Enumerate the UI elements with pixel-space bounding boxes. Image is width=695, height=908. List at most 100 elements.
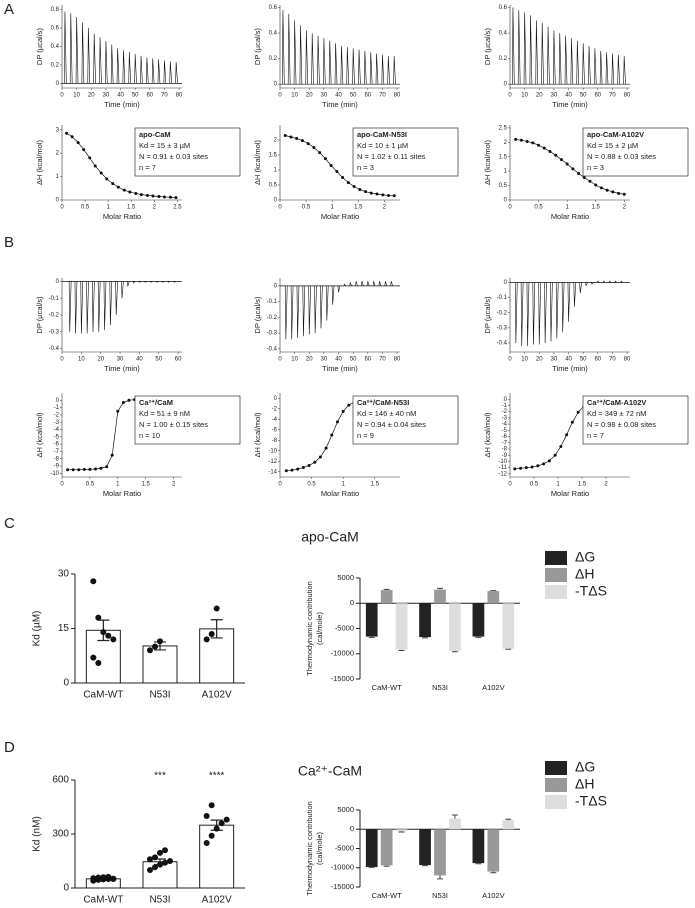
legend-text: n = 7 — [139, 163, 156, 172]
x-tick-label: 60 — [146, 93, 153, 99]
x-tick-label: 10 — [291, 93, 298, 99]
data-point — [295, 137, 299, 140]
x-tick-label: 70 — [379, 357, 386, 363]
data-point — [565, 162, 569, 166]
x-tick-label: 0 — [60, 357, 64, 363]
injection-peak — [520, 282, 524, 346]
bar — [487, 591, 500, 604]
data-point — [157, 638, 163, 645]
data-point — [82, 467, 86, 471]
y-tick-label: -5000 — [335, 623, 354, 632]
y-tick-label: -5 — [54, 434, 60, 440]
injection-peak — [311, 33, 314, 85]
injection-peak — [138, 281, 141, 283]
y-tick-label: -6 — [272, 427, 278, 433]
data-point — [157, 849, 163, 856]
bar — [449, 818, 461, 830]
x-tick-label: 1 — [341, 482, 345, 488]
y-tick-label: -0.2 — [49, 313, 60, 319]
injection-peak — [535, 20, 539, 85]
injection-peak — [358, 49, 361, 85]
data-point — [599, 186, 603, 190]
injection-peak — [157, 59, 161, 84]
injection-peak — [290, 285, 294, 340]
data-point — [203, 840, 210, 846]
y-tick-label: 0 — [504, 280, 508, 286]
data-point — [105, 465, 109, 469]
injection-peak — [69, 13, 73, 84]
y-tick-label: -0.1 — [267, 299, 278, 305]
error-bar — [383, 865, 390, 867]
panel-label: D — [4, 739, 15, 756]
data-point — [364, 190, 368, 194]
injection-peak — [550, 282, 553, 342]
panel-label: C — [4, 515, 15, 532]
data-point — [66, 468, 70, 472]
data-point — [375, 192, 379, 196]
injection-peak — [352, 48, 355, 85]
data-point — [134, 191, 138, 195]
data-point — [218, 820, 225, 827]
data-point — [147, 856, 153, 863]
y-axis-label: DP (µcal/s) — [253, 296, 262, 334]
injection-peak — [334, 43, 338, 85]
x-tick-label: 10 — [291, 357, 298, 363]
legend-text: Ca²⁺/CaM — [139, 398, 173, 407]
error-bar — [422, 637, 429, 639]
x-tick-label: A102V — [202, 690, 232, 701]
error-bar — [398, 649, 405, 651]
data-point — [313, 460, 317, 464]
injection-peak — [372, 281, 376, 286]
y-tick-label: 1 — [56, 174, 60, 180]
x-tick-label: 0 — [60, 205, 64, 211]
x-tick-label: 1 — [331, 205, 335, 211]
legend-box — [352, 395, 459, 445]
x-tick-label: 60 — [594, 357, 601, 363]
y-tick-label: -9 — [502, 453, 508, 459]
bar — [502, 820, 515, 830]
data-point — [82, 148, 86, 152]
injection-peak — [110, 44, 114, 84]
injection-peak — [378, 281, 382, 286]
error-bar — [505, 648, 512, 650]
data-point — [290, 468, 294, 472]
injection-peak — [116, 48, 120, 84]
x-tick-label: 50 — [350, 93, 357, 99]
y-tick-label: 0 — [274, 198, 278, 204]
data-point — [105, 632, 112, 639]
data-point — [162, 195, 166, 199]
x-tick-label: 2 — [623, 205, 627, 211]
legend-text: N = 1.00 ± 0.15 sites — [139, 420, 208, 429]
data-point — [203, 636, 210, 643]
injection-peak — [92, 281, 95, 332]
y-tick-label: 3 — [56, 127, 60, 133]
error-bar — [437, 587, 443, 590]
x-tick-label: CaM-WT — [372, 683, 402, 692]
data-point — [203, 813, 210, 819]
injection-peak — [331, 285, 335, 305]
data-point — [542, 146, 546, 150]
data-point — [324, 446, 328, 450]
x-tick-label: 70 — [379, 93, 386, 99]
data-point — [542, 462, 546, 466]
y-axis-label: ΔH (kcal/mol) — [253, 139, 262, 185]
error-bar — [383, 588, 390, 591]
data-point — [208, 832, 215, 839]
x-tick-label: 30 — [551, 357, 558, 363]
y-tick-label: 0 — [350, 598, 354, 607]
y-tick-label: 0.6 — [51, 26, 60, 32]
x-tick-label: 70 — [609, 357, 616, 363]
x-tick-label: A102V — [202, 895, 232, 906]
x-tick-label: 50 — [580, 93, 587, 99]
x-tick-label: 1.5 — [142, 482, 151, 488]
data-point — [335, 420, 339, 424]
x-tick-label: 0 — [508, 205, 512, 211]
injection-peak — [340, 45, 344, 85]
injection-peak — [317, 35, 320, 85]
x-tick-label: 20 — [88, 93, 95, 99]
y-tick-label: -10 — [268, 448, 277, 454]
injection-peak — [593, 48, 597, 85]
data-point — [559, 445, 563, 449]
y-tick-label: -10 — [50, 471, 59, 477]
injection-peak — [375, 53, 379, 85]
